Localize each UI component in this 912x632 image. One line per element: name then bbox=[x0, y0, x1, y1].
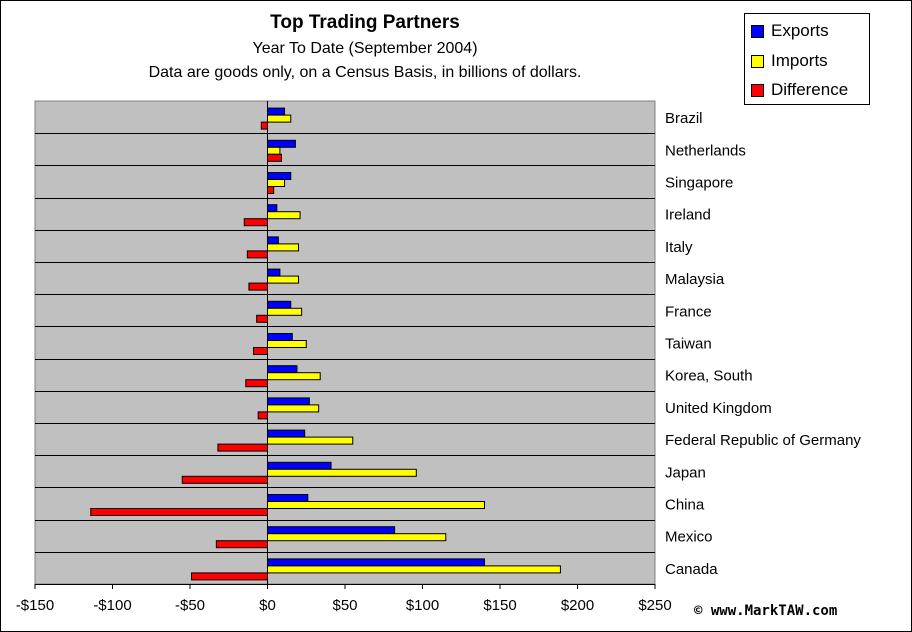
legend-label-difference: Difference bbox=[771, 80, 849, 99]
bar-exports bbox=[267, 526, 396, 535]
category-label: Japan bbox=[665, 464, 706, 481]
bar-difference bbox=[253, 347, 269, 355]
category-label: China bbox=[665, 497, 705, 514]
category-label: Netherlands bbox=[665, 142, 746, 159]
legend-swatch-difference bbox=[751, 84, 764, 97]
legend-label-exports: Exports bbox=[771, 21, 829, 40]
bar-imports bbox=[267, 114, 292, 123]
legend-swatch-exports bbox=[751, 25, 764, 38]
legend-swatch-imports bbox=[751, 55, 764, 68]
bar-exports bbox=[267, 172, 292, 180]
category-label: Canada bbox=[665, 561, 718, 578]
bar-imports bbox=[267, 404, 320, 413]
bar-exports bbox=[267, 461, 332, 470]
x-tick-label: -$100 bbox=[93, 597, 131, 614]
bar-imports bbox=[267, 307, 303, 316]
legend-label-imports: Imports bbox=[771, 51, 828, 70]
bar-exports bbox=[267, 365, 298, 374]
category-label: Mexico bbox=[665, 529, 713, 546]
bar-difference bbox=[248, 282, 268, 291]
category-label: Ireland bbox=[665, 207, 711, 224]
bar-difference bbox=[243, 218, 268, 227]
bar-imports bbox=[267, 275, 299, 284]
category-label: Brazil bbox=[665, 110, 703, 127]
bar-imports bbox=[267, 179, 286, 187]
x-tick-label: $0 bbox=[259, 597, 276, 614]
bar-imports bbox=[267, 468, 417, 477]
category-label: Korea, South bbox=[665, 368, 753, 385]
category-label: Taiwan bbox=[665, 336, 712, 353]
bar-difference bbox=[267, 186, 275, 194]
bar-difference bbox=[191, 572, 268, 581]
bar-imports bbox=[267, 533, 447, 542]
bar-exports bbox=[267, 397, 310, 406]
bar-imports bbox=[267, 565, 561, 574]
x-tick-label: $250 bbox=[638, 597, 671, 614]
x-tick-label: -$150 bbox=[16, 597, 54, 614]
bar-exports bbox=[267, 333, 293, 341]
bar-difference bbox=[90, 508, 268, 516]
category-label: United Kingdom bbox=[665, 400, 772, 417]
legend: Exports Imports Difference bbox=[744, 13, 870, 105]
chart-title: Top Trading Partners bbox=[270, 12, 460, 33]
bar-imports bbox=[267, 211, 301, 220]
chart-subtitle: Year To Date (September 2004) bbox=[252, 40, 478, 57]
bar-imports bbox=[267, 243, 299, 252]
chart-note: Data are goods only, on a Census Basis, … bbox=[148, 64, 582, 81]
bar-difference bbox=[260, 121, 268, 130]
bar-exports bbox=[267, 558, 485, 567]
x-tick-label: $50 bbox=[332, 597, 357, 614]
bar-exports bbox=[267, 236, 279, 245]
bar-imports bbox=[267, 501, 485, 509]
category-label: Singapore bbox=[665, 175, 733, 192]
bar-imports bbox=[267, 340, 307, 348]
bar-exports bbox=[267, 107, 286, 116]
bar-exports bbox=[267, 494, 309, 502]
watermark-text: © www.MarkTAW.com bbox=[694, 603, 838, 619]
bar-exports bbox=[267, 300, 292, 309]
bar-difference bbox=[256, 314, 268, 323]
bar-difference bbox=[181, 475, 268, 484]
bar-exports bbox=[267, 429, 306, 438]
category-label: France bbox=[665, 303, 712, 320]
bar-difference bbox=[246, 250, 269, 259]
x-tick-label: $150 bbox=[483, 597, 516, 614]
x-tick-label: $100 bbox=[406, 597, 439, 614]
bar-difference bbox=[215, 540, 269, 549]
bar-exports bbox=[267, 268, 281, 277]
bar-exports bbox=[267, 204, 278, 213]
category-label: Italy bbox=[665, 239, 693, 256]
bar-imports bbox=[267, 372, 321, 381]
bar-imports bbox=[267, 436, 354, 445]
bar-imports bbox=[267, 146, 281, 155]
x-tick-label: -$50 bbox=[175, 597, 205, 614]
x-tick-label: $200 bbox=[561, 597, 594, 614]
bar-difference bbox=[257, 411, 269, 420]
bar-difference bbox=[245, 379, 269, 388]
bar-difference bbox=[217, 443, 268, 452]
category-label: Malaysia bbox=[665, 271, 725, 288]
bar-exports bbox=[267, 139, 296, 148]
bar-difference bbox=[267, 153, 282, 162]
category-label: Federal Republic of Germany bbox=[665, 432, 861, 449]
